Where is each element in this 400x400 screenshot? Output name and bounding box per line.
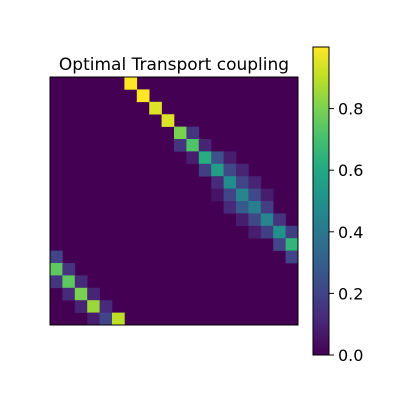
colorbar-tick-label: 0.8 — [338, 100, 363, 119]
heatmap-cell — [112, 312, 125, 326]
heatmap-cell — [149, 101, 162, 115]
heatmap-cell — [273, 213, 286, 227]
colorbar-tick-label: 0.0 — [338, 346, 363, 365]
chart-title: Optimal Transport coupling — [59, 55, 289, 75]
heatmap-cell — [87, 312, 100, 326]
heatmap-cell — [99, 300, 113, 313]
heatmap-cell — [62, 263, 76, 276]
heatmap-cell — [87, 287, 100, 301]
heatmap-cell — [248, 176, 262, 189]
heatmap-cell — [248, 225, 262, 239]
colorbar — [312, 46, 330, 356]
heatmap-cell — [174, 126, 187, 140]
heatmap-cell — [211, 163, 224, 177]
heatmap-cell — [186, 126, 200, 140]
plot-frame — [49, 76, 299, 326]
heatmap-cell — [161, 114, 175, 127]
heatmap-cell — [248, 213, 262, 227]
heatmap-cell — [50, 263, 63, 276]
heatmap-cell — [248, 201, 262, 214]
heatmap-cell — [285, 238, 299, 251]
heatmap-cell — [198, 163, 212, 177]
colorbar-tick-label: 0.6 — [338, 161, 363, 180]
heatmap-cell — [74, 300, 88, 313]
heatmap-cell — [236, 201, 249, 214]
heatmap-cell — [285, 225, 299, 239]
heatmap-cell — [87, 300, 100, 313]
heatmap-cell — [260, 225, 274, 239]
heatmap-cell — [198, 151, 212, 165]
heatmap-cell — [50, 275, 63, 289]
heatmap-cell — [211, 188, 224, 202]
colorbar-tick-label: 0.4 — [338, 223, 363, 242]
heatmap-cell — [174, 139, 187, 152]
heatmap-cell — [273, 225, 286, 239]
heatmap-cell — [99, 312, 113, 326]
heatmap-cell — [223, 163, 237, 177]
heatmap-cell — [236, 188, 249, 202]
heatmap-cell — [223, 201, 237, 214]
heatmap-cell — [50, 250, 63, 264]
heatmap-cell — [136, 89, 150, 103]
heatmap-cell — [223, 176, 237, 189]
heatmap-cell — [273, 238, 286, 251]
heatmap-cell — [223, 188, 237, 202]
heatmap-cell — [62, 287, 76, 301]
colorbar-ticks: 0.0 0.2 0.4 0.6 0.8 — [329, 100, 363, 365]
heatmap-cell — [186, 139, 200, 152]
heatmap-cell — [223, 151, 237, 165]
heatmap-cell — [236, 163, 249, 177]
heatmap-cell — [74, 275, 88, 289]
heatmap-cell — [124, 77, 138, 90]
heatmap-cells — [50, 77, 299, 326]
heatmap-cell — [236, 176, 249, 189]
heatmap-cell — [248, 188, 262, 202]
heatmap-cell — [260, 188, 274, 202]
heatmap-cell — [211, 151, 224, 165]
heatmap-cell — [260, 201, 274, 214]
heatmap-cell — [285, 250, 299, 264]
heatmap-cell — [74, 287, 88, 301]
colorbar-tick-label: 0.2 — [338, 284, 363, 303]
heatmap-cell — [186, 151, 200, 165]
heatmap-cell — [211, 176, 224, 189]
heatmap-cell — [260, 213, 274, 227]
heatmap-cell — [62, 275, 76, 289]
heatmap-cell — [236, 213, 249, 227]
heatmap-cell — [198, 139, 212, 152]
